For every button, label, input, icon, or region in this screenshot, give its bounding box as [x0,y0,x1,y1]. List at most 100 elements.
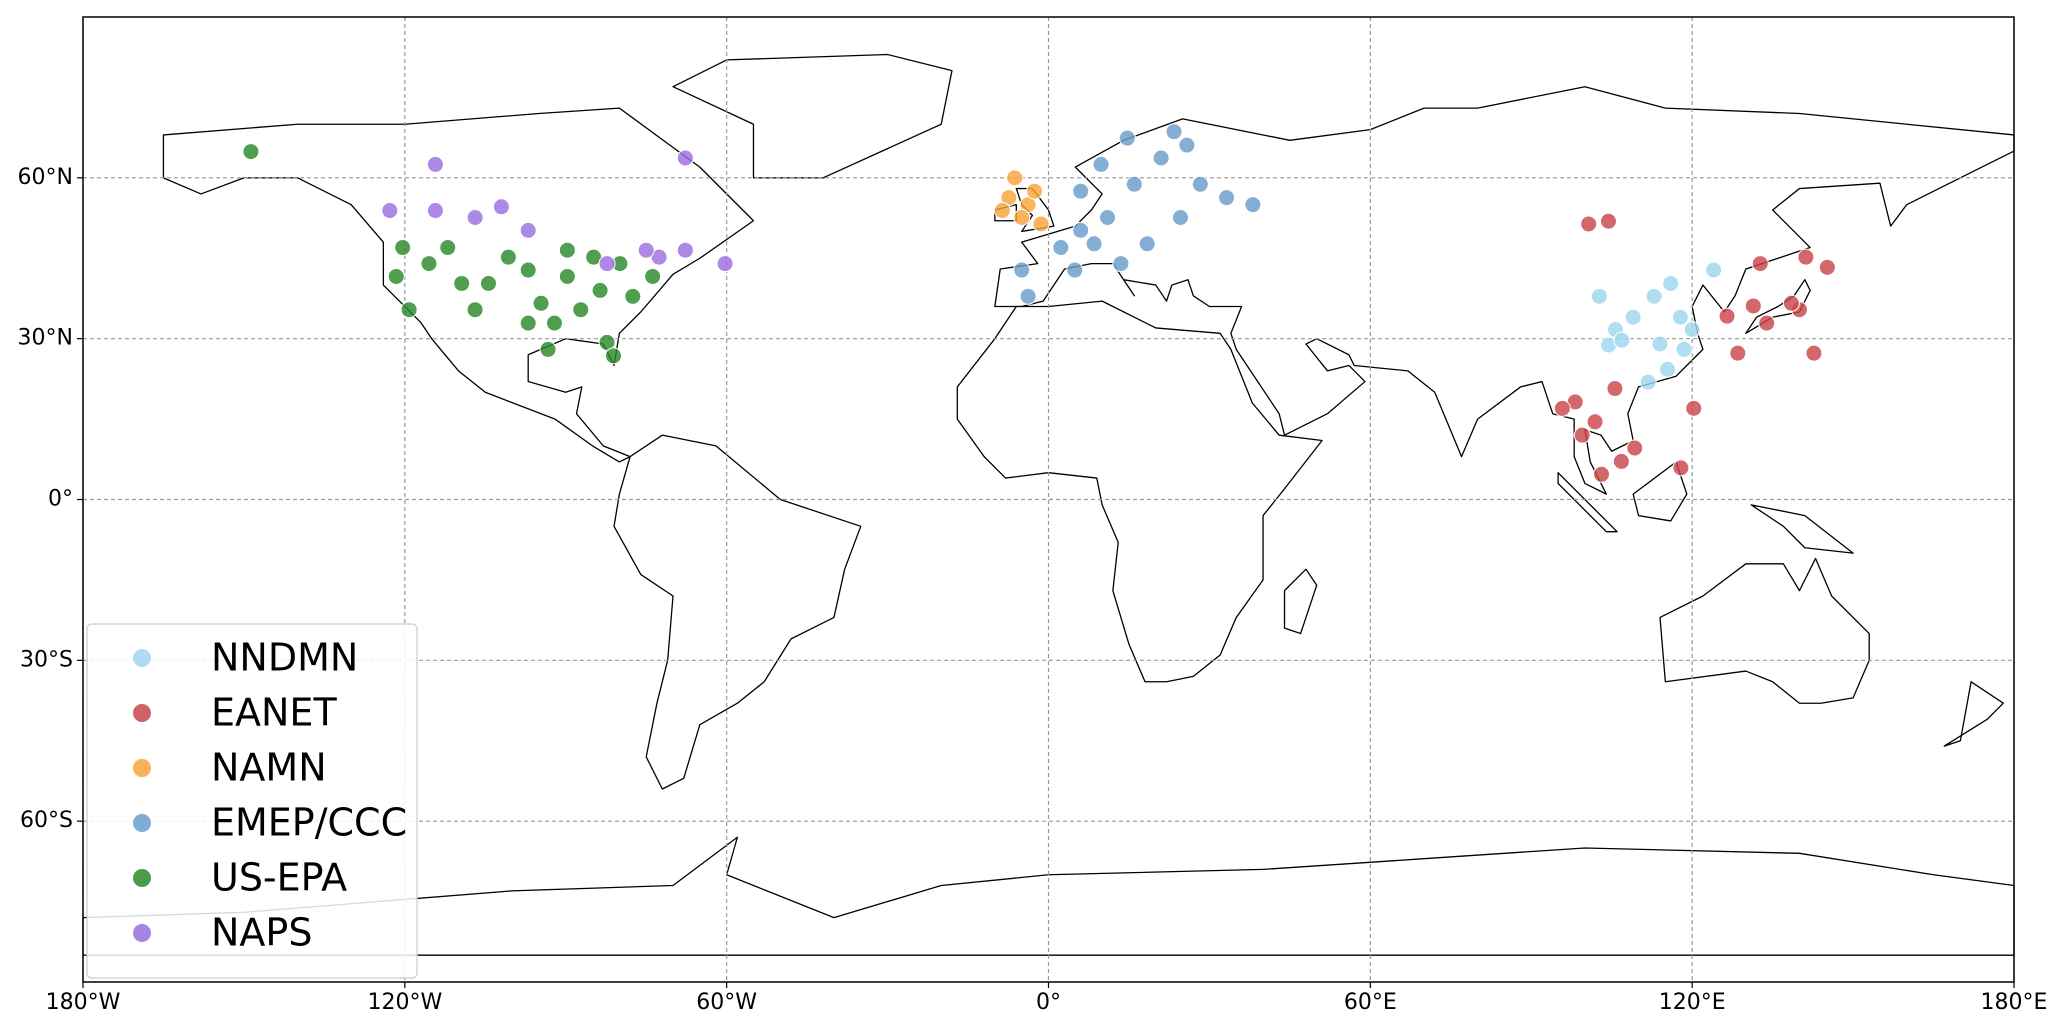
station-marker [1662,274,1680,292]
station-marker [624,287,642,305]
legend-box [86,623,418,979]
station-marker [1818,258,1836,276]
station-marker [1165,123,1183,141]
station-marker [1599,212,1617,230]
y-tick-label: 60°S [20,808,73,833]
station-marker [1006,169,1024,187]
station-marker [466,301,484,319]
station-marker [1019,287,1037,305]
station-marker [420,255,438,273]
legend-label: US-EPA [211,856,347,900]
station-marker [1685,399,1703,417]
station-marker [466,209,484,227]
station-marker [1613,331,1631,349]
station-marker [644,267,662,285]
station-marker [439,239,457,257]
station-marker [558,241,576,259]
station-marker [480,274,498,292]
y-tick-label: 0° [48,487,73,512]
station-marker [1651,335,1669,353]
station-marker [519,314,537,332]
station-marker [394,239,412,257]
station-marker [1751,255,1769,273]
legend-label: EANET [211,691,337,735]
station-marker [604,347,622,365]
sumatra [1558,473,1617,532]
legend-marker [133,759,151,777]
station-marker [1218,189,1236,207]
x-tick-label: 60°W [696,990,757,1015]
antarctica [83,837,2014,955]
station-marker [1744,297,1762,315]
borneo [1633,462,1687,521]
station-marker [1171,209,1189,227]
legend-label: EMEP/CCC [211,801,407,845]
station-marker [1553,399,1571,417]
station-marker [1639,373,1657,391]
station-marker [558,267,576,285]
x-tick-label: 120°W [367,990,442,1015]
station-marker [676,241,694,259]
station-marker [545,314,563,332]
station-marker [1191,175,1209,193]
station-marker [387,267,405,285]
station-marker [1797,248,1815,266]
station-marker [1138,235,1156,253]
y-tick-label: 30°N [18,326,73,351]
station-marker [1626,439,1644,457]
station-marker [426,202,444,220]
station-marker [1612,452,1630,470]
coastlines [83,55,2014,956]
station-marker [1085,235,1103,253]
station-marker [591,281,609,299]
station-marker [650,248,668,266]
station-marker [1782,294,1800,312]
south-america [614,435,861,789]
station-marker [426,155,444,173]
station-marker [400,301,418,319]
x-tick-label: 180°E [1981,990,2048,1015]
station-marker [1671,308,1689,326]
station-marker [676,149,694,167]
station-marker [242,143,260,161]
station-marker [1658,360,1676,378]
plot-frame [82,16,2015,983]
station-marker [381,202,399,220]
station-marker [1099,209,1117,227]
station-marker [1718,307,1736,325]
station-marker [1606,380,1624,398]
y-tick-label: 60°N [18,165,73,190]
y-tick-label: 30°S [20,647,73,672]
station-marker [1586,413,1604,431]
station-marker [1125,175,1143,193]
legend-marker [133,924,151,942]
station-marker [1178,136,1196,154]
eurasia [995,87,2014,494]
station-marker [1590,287,1608,305]
station-marker [492,198,510,216]
greenland [673,55,952,178]
station-marker [519,261,537,279]
station-marker [532,294,550,312]
station-marker [1118,129,1136,147]
new-guinea [1751,505,1853,553]
station-marker [1683,321,1701,339]
station-marker [637,241,655,259]
station-marker [1244,196,1262,214]
station-marker [1112,255,1130,273]
station-marker [519,221,537,239]
station-marker [1805,344,1823,362]
station-marker [1624,308,1642,326]
station-marker [1580,215,1598,233]
x-tick-label: 120°E [1659,990,1726,1015]
station-marker [1052,239,1070,257]
station-marker [1672,459,1690,477]
station-marker [1072,182,1090,200]
station-marker [1092,155,1110,173]
station-marker [1066,261,1084,279]
station-marker [1593,465,1611,483]
station-marker [1758,314,1776,332]
station-marker [1013,261,1031,279]
